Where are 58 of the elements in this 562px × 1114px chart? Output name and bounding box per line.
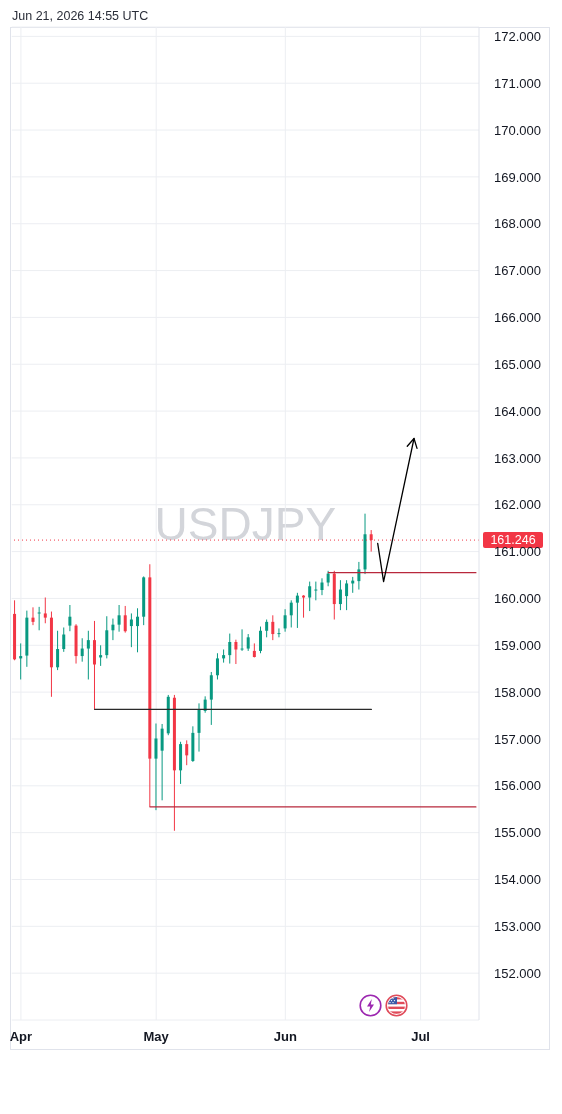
candlestick [283, 608, 287, 633]
candlestick [62, 626, 66, 653]
candlestick [123, 605, 127, 634]
y-tick-label: 152.000 [494, 965, 541, 981]
candlestick [215, 652, 219, 680]
candlestick [320, 577, 324, 596]
text: Jun 21, 2026 14:55 UTC [12, 9, 149, 23]
candlestick [154, 723, 158, 811]
candlestick [197, 702, 201, 753]
x-tick-label: Jul [411, 1029, 430, 1045]
candlestick [277, 627, 281, 638]
y-tick-label: 163.000 [494, 450, 541, 466]
candlestick [302, 594, 306, 619]
y-tick-label: 172.000 [494, 28, 541, 44]
x-tick-label: May [143, 1029, 170, 1045]
candlestick [345, 579, 349, 611]
candlestick [259, 626, 262, 654]
candlestick [43, 597, 47, 624]
candlestick [234, 639, 238, 665]
candlestick [80, 637, 84, 663]
y-tick-label: 156.000 [494, 778, 541, 794]
y-tick-label: 157.000 [494, 731, 541, 747]
y-tick-label: 171.000 [494, 75, 541, 91]
candlestick [117, 604, 121, 633]
candlestick [338, 579, 342, 611]
candlestick [86, 630, 90, 680]
candlestick [295, 592, 299, 629]
candlestick [37, 606, 41, 631]
y-tick-label: 159.000 [494, 637, 541, 653]
y-tick-label: 169.000 [494, 169, 541, 185]
x-tick-label: Jun [273, 1029, 297, 1045]
candlestick [68, 604, 72, 632]
candlestick [289, 599, 293, 628]
candlestick [129, 612, 133, 648]
candlestick [357, 561, 361, 591]
y-tick-label: 160.000 [494, 591, 541, 607]
y-tick-label: 165.000 [494, 356, 541, 372]
candlestick [228, 633, 232, 665]
y-tick-label: 155.000 [494, 825, 541, 841]
candlestick [136, 607, 140, 653]
x-tick-label: Apr [9, 1029, 33, 1045]
candlestick [31, 606, 35, 626]
y-tick-label: 164.000 [494, 403, 541, 419]
candlestick [160, 723, 164, 801]
y-tick-label: 170.000 [494, 122, 541, 138]
candlestick [185, 739, 189, 766]
y-tick-label: 167.000 [494, 263, 541, 279]
y-tick-label: 153.000 [494, 918, 541, 934]
y-tick-label: 166.000 [494, 310, 541, 326]
candlestick [56, 630, 60, 671]
y-tick-label: 168.000 [494, 216, 541, 232]
candlestick [314, 581, 318, 601]
y-tick-label: 162.000 [494, 497, 541, 513]
candlestick [271, 614, 275, 641]
y-tick-label: 158.000 [494, 684, 541, 700]
candlestick [240, 628, 244, 652]
y-tick-label: 154.000 [494, 872, 541, 888]
candlestick [308, 581, 312, 612]
